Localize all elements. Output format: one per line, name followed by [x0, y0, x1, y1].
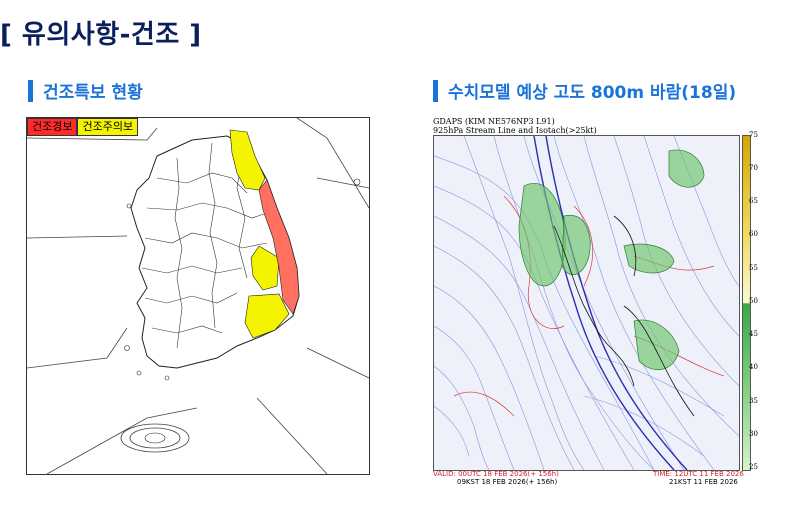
colorbar-tick: 30 — [749, 430, 758, 438]
isotach-colorbar — [742, 135, 751, 471]
colorbar-tick: 65 — [749, 197, 758, 205]
model-subtitle: 925hPa Stream Line and Isotach(>25kt) — [433, 126, 597, 135]
init-time-kst: 21KST 11 FEB 2026 — [669, 478, 738, 486]
page-title: [ 유의사항-건조 ] — [0, 20, 202, 50]
legend-dry-advisory: 건조주의보 — [77, 118, 139, 136]
colorbar-tick: 25 — [749, 463, 758, 471]
header-accent-bar — [433, 79, 438, 102]
init-time-utc: TIME: 12UTC 11 FEB 2026 — [653, 470, 744, 478]
peninsula-land — [130, 135, 300, 369]
model-wind-header: 수치모델 예상 고도 800m 바람(18일) — [433, 78, 736, 103]
wind-speed-areas — [518, 149, 705, 371]
colorbar-tick: 60 — [749, 230, 758, 238]
streamline-plot — [433, 135, 740, 471]
colorbar-tick: 50 — [749, 297, 758, 305]
warning-legend: 건조경보 건조주의보 — [27, 118, 139, 136]
model-wind-label: 수치모델 예상 고도 800m 바람(18일) — [448, 83, 737, 103]
islands — [124, 178, 361, 444]
dry-warning-status-header: 건조특보 현황 — [28, 78, 143, 103]
dry-warning-status-label: 건조특보 현황 — [43, 83, 143, 103]
coastline — [553, 215, 695, 417]
colorbar-tick: 35 — [749, 397, 758, 405]
dry-warning-map: 건조경보 건조주의보 — [26, 117, 370, 475]
colorbar-tick: 40 — [749, 363, 758, 371]
korea-region-map — [27, 118, 369, 474]
model-wind-chart: GDAPS (KIM NE576NP3 L91) 925hPa Stream L… — [433, 117, 758, 487]
streamline-graphic — [434, 136, 739, 470]
dry-warning-zone-east — [258, 179, 300, 315]
legend-dry-warning: 건조경보 — [27, 118, 78, 136]
model-chart-heading: GDAPS (KIM NE576NP3 L91) 925hPa Stream L… — [433, 117, 597, 135]
colorbar-tick: 45 — [749, 330, 758, 338]
header-accent-bar — [28, 79, 33, 102]
dry-advisory-zone-south — [244, 293, 290, 339]
colorbar-tick: 55 — [749, 264, 758, 272]
valid-time-utc: VALID: 00UTC 18 FEB 2026(+ 156h) — [433, 470, 559, 478]
model-title: GDAPS (KIM NE576NP3 L91) — [433, 117, 555, 126]
marine-zone-lines — [27, 118, 369, 474]
colorbar-tick: 75 — [749, 131, 758, 139]
district-boundaries — [141, 142, 268, 349]
valid-time-kst: 09KST 18 FEB 2026(+ 156h) — [457, 478, 558, 486]
colorbar-tick: 70 — [749, 164, 758, 172]
